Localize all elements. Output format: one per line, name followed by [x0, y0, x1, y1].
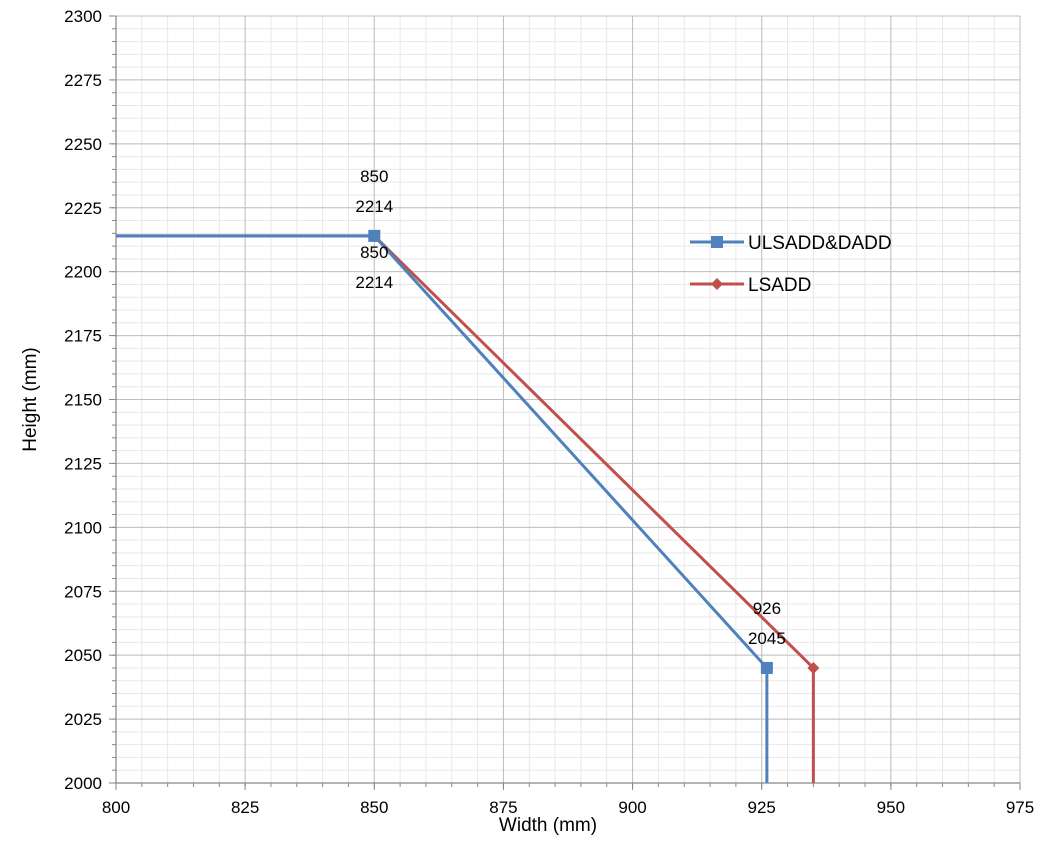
data-point-square — [368, 229, 381, 242]
y-tick-label: 2075 — [64, 582, 102, 601]
legend-marker-square — [711, 236, 723, 248]
x-tick-label: 850 — [360, 798, 388, 817]
data-label-y: 2214 — [355, 197, 393, 216]
legend: ULSADD&DADD LSADD — [690, 233, 892, 296]
x-tick-label: 950 — [877, 798, 905, 817]
y-tick-label: 2200 — [64, 263, 102, 282]
data-label-x: 926 — [753, 599, 781, 618]
data-point-diamond — [807, 661, 820, 674]
legend-label: ULSADD&DADD — [748, 233, 892, 254]
major-gridlines — [115, 15, 1021, 784]
data-label-x: 850 — [360, 243, 388, 262]
series-line-lsadd — [116, 234, 815, 783]
y-tick-label: 2050 — [64, 646, 102, 665]
series-line-ulsadd-dadd — [116, 234, 769, 783]
legend-label: LSADD — [748, 275, 811, 296]
x-tick-label: 825 — [231, 798, 259, 817]
data-label-x: 850 — [360, 167, 388, 186]
x-axis-title: Width (mm) — [499, 815, 597, 836]
y-tick-label: 2150 — [64, 391, 102, 410]
y-tick-labels: 2000 2025 2050 2075 2100 2125 2150 2175 2200 2225… — [64, 7, 102, 793]
data-label-y: 2214 — [355, 273, 393, 292]
y-tick-label: 2225 — [64, 199, 102, 218]
series-markers — [368, 229, 820, 674]
y-tick-label: 2100 — [64, 518, 102, 537]
y-tick-label: 2025 — [64, 710, 102, 729]
legend-marker-diamond — [711, 278, 723, 290]
x-tick-label: 800 — [102, 798, 130, 817]
y-tick-label: 2175 — [64, 327, 102, 346]
y-axis-title: Height (mm) — [20, 347, 41, 452]
x-tick-labels: 800 825 850 875 900 925 950 975 — [102, 798, 1034, 817]
x-tick-label: 975 — [1006, 798, 1034, 817]
data-labels: 850 2214 850 2214 926 2045 — [355, 167, 785, 648]
x-tick-label: 900 — [618, 798, 646, 817]
y-tick-label: 2250 — [64, 135, 102, 154]
series-lines — [116, 234, 815, 783]
x-tick-label: 925 — [748, 798, 776, 817]
axes — [109, 15, 1021, 790]
y-tick-label: 2000 — [64, 774, 102, 793]
data-point-square — [760, 661, 773, 674]
x-tick-label: 875 — [489, 798, 517, 817]
y-tick-label: 2275 — [64, 71, 102, 90]
y-tick-label: 2300 — [64, 7, 102, 26]
data-label-y: 2045 — [748, 629, 786, 648]
y-tick-label: 2125 — [64, 454, 102, 473]
